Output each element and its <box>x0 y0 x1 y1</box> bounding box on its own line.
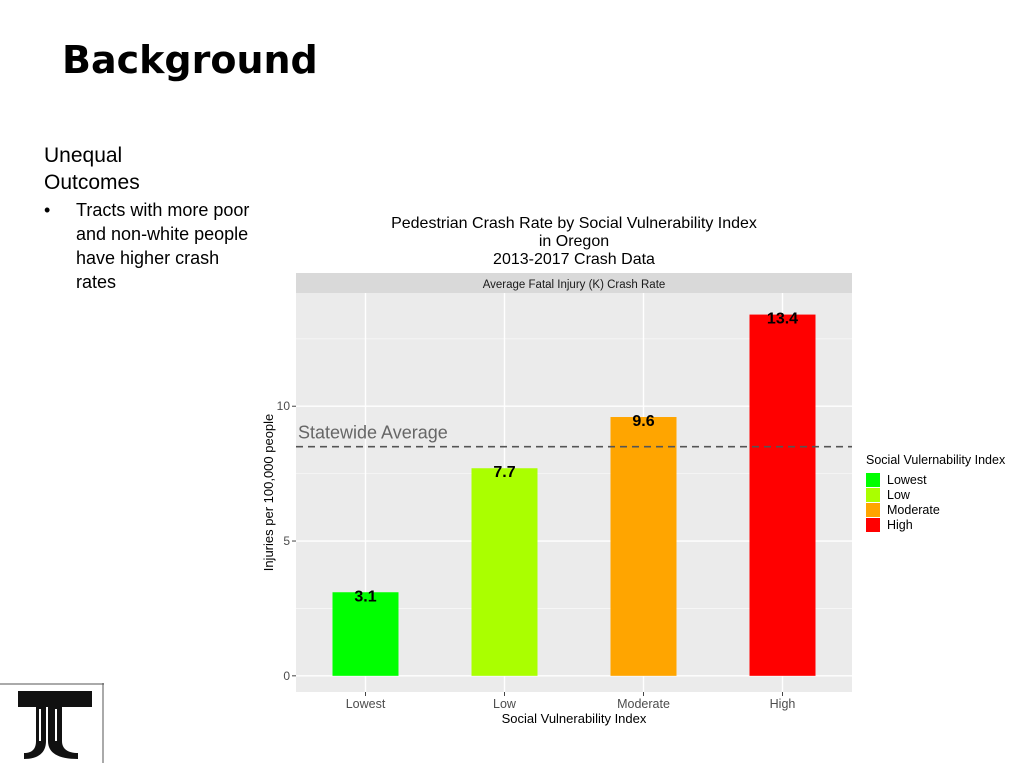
legend-swatch-high <box>866 517 880 532</box>
legend-swatch-low <box>866 487 880 502</box>
x-tick-label: Moderate <box>617 697 670 711</box>
legend-item-moderate: Moderate <box>866 502 1005 517</box>
legend-item-low: Low <box>866 487 1005 502</box>
bullet-marker: • <box>44 200 51 220</box>
legend-title: Social Vulernability Index <box>866 453 1006 467</box>
slide-title: Background <box>62 38 318 82</box>
x-tick-label: High <box>770 697 796 711</box>
legend-label-moderate: Moderate <box>887 502 940 517</box>
bar-value-label: 9.6 <box>632 413 654 430</box>
legend-item-high: High <box>866 517 1005 532</box>
statewide-average-label: Statewide Average <box>298 423 448 443</box>
chart-legend: Social Vulernability Index Lowest Low Mo… <box>866 453 1005 532</box>
x-tick-label: Lowest <box>346 697 386 711</box>
logo-icon <box>0 683 104 763</box>
y-tick-label: 10 <box>277 399 291 413</box>
bullet-text: Tracts with more poor and non-white peop… <box>76 200 250 292</box>
legend-label-low: Low <box>887 487 910 502</box>
panel-strip <box>296 273 852 293</box>
x-axis-title: Social Vulnerability Index <box>502 711 647 726</box>
legend-label-high: High <box>887 517 913 532</box>
bar-lowest <box>332 592 399 676</box>
chart-title-line3: 2013-2017 Crash Data <box>493 251 655 268</box>
legend-label-lowest: Lowest <box>887 472 927 487</box>
bullet-item: • Tracts with more poor and non-white pe… <box>44 198 254 294</box>
y-axis-title: Injuries per 100,000 people <box>261 414 276 572</box>
chart-title-line1: Pedestrian Crash Rate by Social Vulnerab… <box>391 215 757 232</box>
legend-swatch-moderate <box>866 502 880 517</box>
bar-moderate <box>610 417 677 676</box>
bar-value-label: 7.7 <box>493 464 515 481</box>
legend-item-lowest: Lowest <box>866 472 1005 487</box>
side-heading-line2: Outcomes <box>44 171 140 194</box>
bar-high <box>749 314 816 676</box>
side-heading-line1: Unequal <box>44 144 123 167</box>
y-tick-label: 0 <box>283 669 290 683</box>
legend-swatch-lowest <box>866 472 880 487</box>
side-text: Unequal Outcomes • Tracts with more poor… <box>44 142 254 294</box>
chart-title-line2: in Oregon <box>538 233 610 250</box>
x-tick-label: Low <box>493 697 517 711</box>
chart-title: Pedestrian Crash Rate by Social Vulnerab… <box>360 215 788 269</box>
panel-strip-label: Average Fatal Injury (K) Crash Rate <box>483 279 666 291</box>
bar-low <box>471 468 538 676</box>
bar-value-label: 13.4 <box>767 311 798 328</box>
y-tick-label: 5 <box>283 534 290 548</box>
bar-value-label: 3.1 <box>354 588 376 605</box>
